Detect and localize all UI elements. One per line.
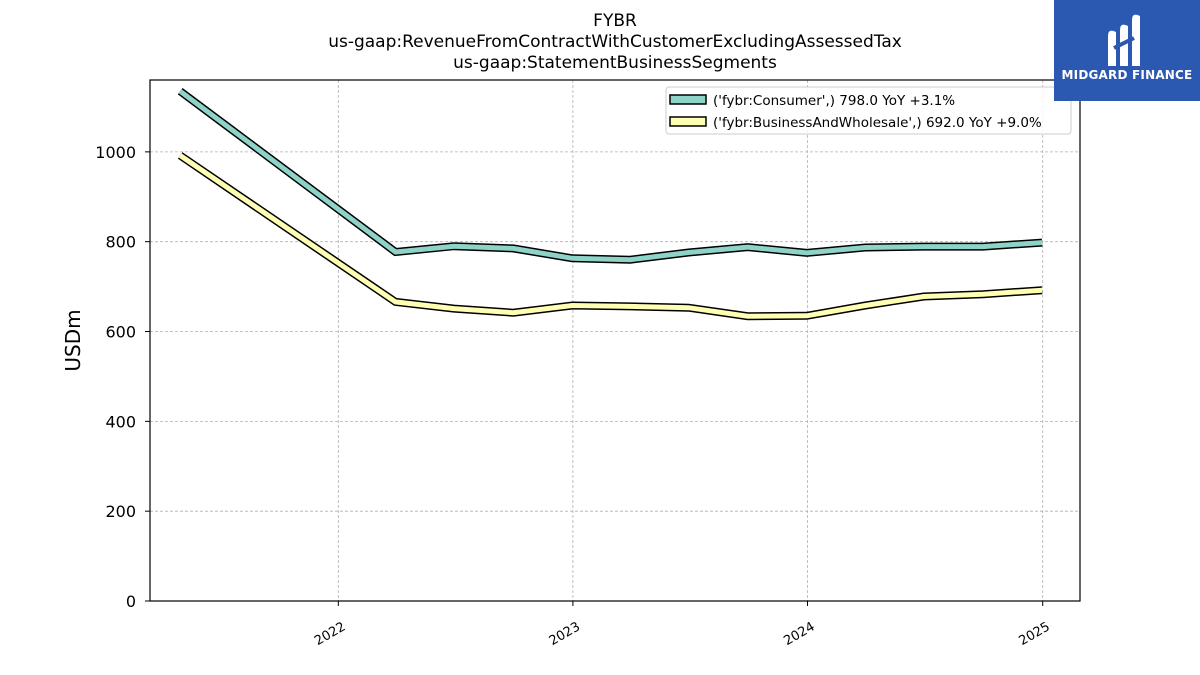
x-tick-label: 2024 xyxy=(781,619,817,649)
chart-subtitle-axis: us-gaap:StatementBusinessSegments xyxy=(453,53,777,73)
y-tick-label: 800 xyxy=(105,233,136,252)
legend-label-1: ('fybr:BusinessAndWholesale',) 692.0 YoY… xyxy=(713,115,1042,131)
plot-frame xyxy=(149,79,1081,602)
chart-subtitle-concept: us-gaap:RevenueFromContractWithCustomerE… xyxy=(328,32,902,52)
legend: ('fybr:Consumer',) 798.0 YoY +3.1% ('fybr… xyxy=(665,86,1072,135)
x-tick-label: 2025 xyxy=(1017,619,1053,649)
chart-title: FYBR xyxy=(593,11,637,31)
legend-swatch-0 xyxy=(669,94,707,105)
legend-box xyxy=(665,86,1072,135)
y-axis-label: USDm xyxy=(61,309,85,371)
series-line-1 xyxy=(178,153,1043,319)
x-tick-label: 2022 xyxy=(312,619,348,649)
y-tick-label: 1000 xyxy=(95,143,136,162)
midgard-logo-icon xyxy=(1108,14,1140,67)
y-tick-label: 400 xyxy=(105,412,136,431)
legend-swatch-1 xyxy=(669,116,707,127)
x-tick-label: 2023 xyxy=(547,619,583,649)
logo-text: MIDGARD FINANCE xyxy=(1061,68,1193,82)
y-tick-label: 600 xyxy=(105,323,136,342)
legend-label-0: ('fybr:Consumer',) 798.0 YoY +3.1% xyxy=(713,93,955,109)
series-line-0 xyxy=(178,89,1043,263)
y-tick-label: 0 xyxy=(126,592,136,611)
brand-logo: MIDGARD FINANCE xyxy=(1054,0,1200,101)
series-outline-1 xyxy=(177,152,1043,321)
y-tick-label: 200 xyxy=(105,502,136,521)
